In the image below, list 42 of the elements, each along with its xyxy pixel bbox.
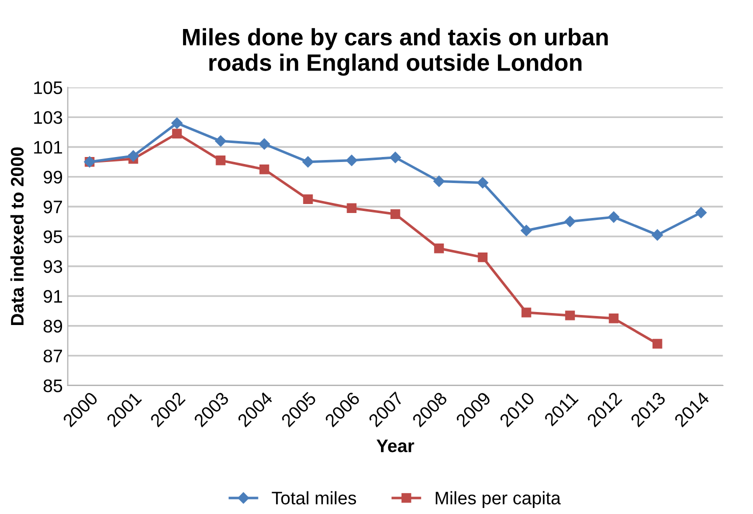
y-tick-label: 85: [44, 379, 62, 392]
point: [259, 164, 270, 174]
point: [171, 118, 183, 129]
y-axis-title: Data indexed to 2000: [10, 147, 24, 326]
point: [216, 156, 226, 166]
point: [390, 209, 400, 219]
y-tick-label: 89: [44, 320, 62, 333]
y-tick-label: 95: [44, 230, 62, 244]
point: [520, 224, 532, 236]
point: [608, 314, 619, 324]
point: [652, 338, 662, 349]
point: [652, 229, 663, 241]
point: [390, 152, 401, 164]
point: [303, 194, 313, 204]
point: [608, 211, 620, 223]
point: [128, 150, 139, 162]
point: [302, 156, 314, 168]
point: [477, 177, 488, 188]
y-tick-label: 91: [44, 290, 62, 303]
point: [695, 206, 707, 218]
point: [346, 154, 358, 166]
point: [433, 176, 445, 187]
legend-label: Total miles: [272, 491, 356, 504]
y-tick-label: 97: [44, 200, 62, 214]
point: [346, 203, 357, 213]
point: [478, 252, 488, 262]
y-tick-label: 103: [34, 111, 62, 124]
y-tick-label: 99: [44, 170, 62, 184]
point: [258, 138, 270, 150]
legend-label: Miles per capita: [436, 491, 561, 508]
y-tick-label: 105: [34, 81, 62, 94]
point: [215, 135, 226, 147]
y-tick-label: 93: [44, 260, 62, 273]
chart-title: Miles done by cars and taxis on urban roads in England outside London: [183, 28, 608, 76]
x-axis-title: Year: [376, 440, 414, 452]
point: [172, 128, 182, 138]
point: [565, 310, 575, 320]
y-tick-label: 101: [34, 140, 62, 154]
y-tick-label: 87: [44, 350, 62, 362]
point: [521, 308, 532, 318]
point: [564, 216, 576, 228]
point: [434, 244, 444, 254]
